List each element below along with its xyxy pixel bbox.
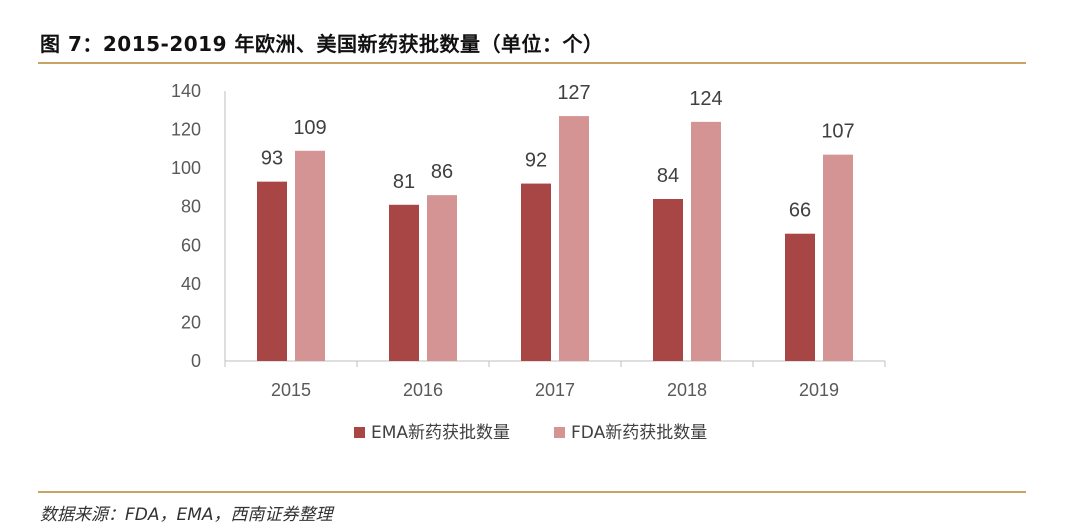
- source-note: 数据来源：FDA，EMA，西南证券整理: [40, 505, 333, 525]
- bar: [823, 154, 853, 361]
- bar: [691, 121, 721, 361]
- bottom-rule: [38, 491, 1026, 493]
- y-tick-label: 100: [171, 158, 201, 178]
- bar: [389, 204, 419, 361]
- legend-swatch: [354, 427, 365, 438]
- bar: [295, 150, 325, 361]
- bar: [427, 195, 457, 361]
- y-tick-label: 120: [171, 120, 201, 140]
- data-label: 81: [393, 171, 415, 193]
- data-label: 107: [821, 121, 854, 143]
- data-label: 66: [789, 200, 811, 222]
- top-rule: [38, 62, 1026, 64]
- data-label: 124: [689, 88, 722, 110]
- y-tick-label: 140: [171, 81, 201, 101]
- bars: [257, 116, 853, 361]
- x-tick-label: 2016: [403, 380, 443, 400]
- x-tick-label: 2017: [535, 380, 575, 400]
- bar: [653, 199, 683, 361]
- legend: EMA新药获批数量 FDA新药获批数量: [354, 423, 707, 443]
- data-label: 92: [525, 150, 547, 172]
- x-tick-label: 2015: [271, 380, 311, 400]
- y-tick-label: 40: [181, 274, 201, 294]
- data-label: 84: [657, 165, 679, 187]
- y-tick-label: 80: [181, 197, 201, 217]
- x-tick-label: 2018: [667, 380, 707, 400]
- bar: [559, 116, 589, 361]
- data-labels: 93 81 92 84 66 109 86 127 124 107: [261, 82, 855, 222]
- y-axis: 0 20 40 60 80 100 120 140: [171, 81, 226, 371]
- data-label: 109: [293, 117, 326, 139]
- data-label: 127: [557, 82, 590, 104]
- data-label: 86: [431, 161, 453, 183]
- y-tick-label: 60: [181, 235, 201, 255]
- x-tick-label: 2019: [799, 380, 839, 400]
- y-tick-label: 20: [181, 312, 201, 332]
- bar: [257, 181, 287, 361]
- bar: [785, 233, 815, 361]
- x-axis: 2015 2016 2017 2018 2019: [224, 360, 886, 400]
- bar: [521, 183, 551, 361]
- figure-title: 图 7：2015-2019 年欧洲、美国新药获批数量（单位：个）: [40, 32, 604, 56]
- legend-swatch: [554, 427, 565, 438]
- legend-label: EMA新药获批数量: [371, 423, 510, 443]
- legend-label: FDA新药获批数量: [571, 423, 707, 443]
- y-tick-label: 0: [191, 351, 201, 371]
- data-label: 93: [261, 148, 283, 170]
